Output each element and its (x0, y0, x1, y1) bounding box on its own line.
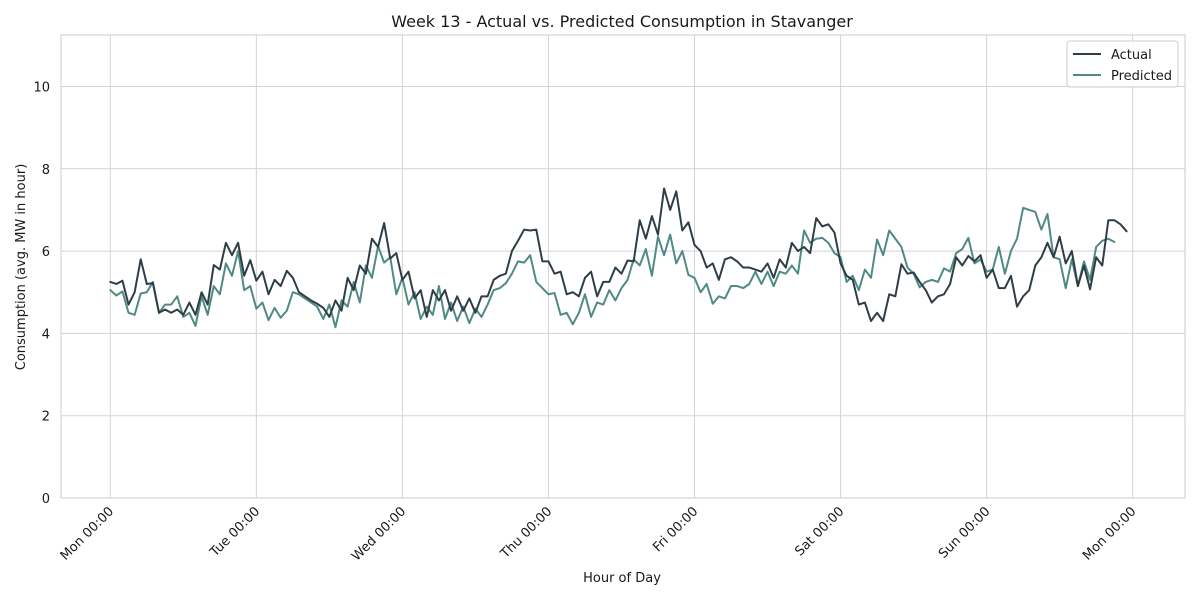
y-tick-label: 2 (42, 410, 50, 425)
y-tick-label: 8 (42, 163, 50, 178)
y-tick-label: 0 (42, 492, 50, 507)
chart-title: Week 13 - Actual vs. Predicted Consumpti… (391, 12, 853, 31)
grid (61, 35, 1185, 499)
x-axis-label: Hour of Day (583, 571, 661, 586)
legend-label-predicted: Predicted (1111, 69, 1172, 84)
y-axis-label: Consumption (avg. MW in hour) (14, 164, 29, 371)
series-line-predicted (109, 206, 1116, 329)
y-tick-label: 10 (33, 80, 50, 95)
plot-frame (60, 34, 1186, 499)
y-tick-label: 6 (42, 245, 50, 260)
series-line-actual (109, 187, 1128, 323)
series-layer (109, 187, 1128, 329)
y-tick-label: 4 (42, 327, 50, 342)
legend-label-actual: Actual (1111, 48, 1152, 63)
legend: Actual Predicted (1066, 40, 1179, 88)
